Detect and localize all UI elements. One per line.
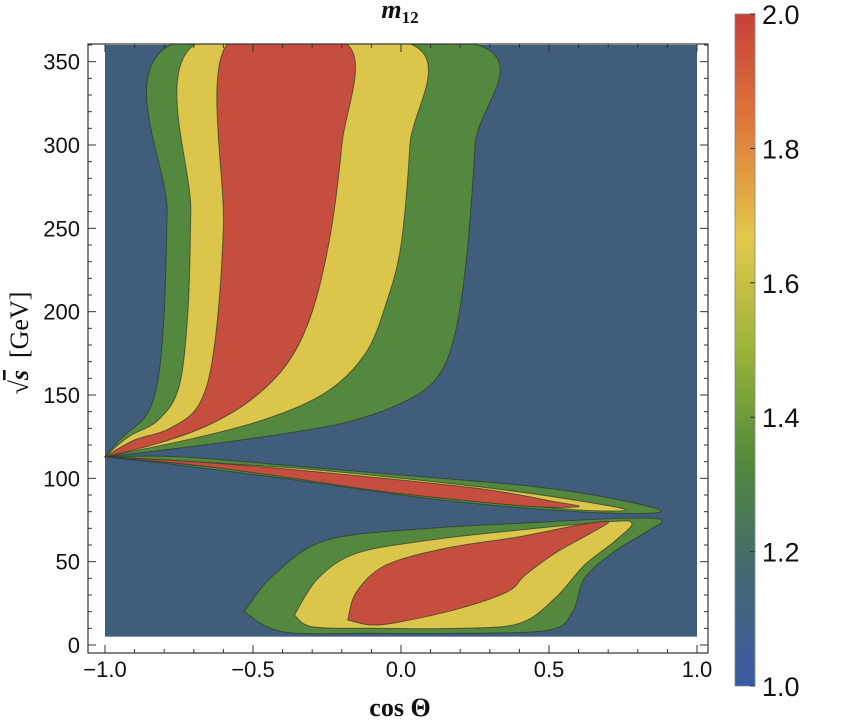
y-axis-ticks: 0 50 100 150 200 250 300 350 xyxy=(43,50,80,658)
lower-lobe-level-1-8 xyxy=(347,520,609,626)
title-subscript: 12 xyxy=(402,8,419,27)
colorbar-tick-label: 1.8 xyxy=(762,134,800,164)
y-tick-label: 0 xyxy=(68,633,80,658)
colorbar-tick-label: 1.6 xyxy=(762,269,800,299)
middle-lobe-level-1-8 xyxy=(104,456,580,508)
x-axis-ticks: −1.0 −0.5 0.0 0.5 1.0 xyxy=(83,657,712,682)
x-tick-label: 0.5 xyxy=(534,657,565,682)
y-axis-label: √s [GeV] xyxy=(5,292,34,395)
upper-lobe-level-1-8 xyxy=(104,44,356,458)
contour-regions xyxy=(103,44,663,635)
colorbar-tick-label: 2.0 xyxy=(762,0,800,30)
y-label-root: s xyxy=(5,370,34,381)
plot-area xyxy=(87,43,709,654)
y-tick-label: 350 xyxy=(43,50,80,75)
y-tick-label: 50 xyxy=(56,550,80,575)
colorbar-tick-label: 1.4 xyxy=(762,403,800,433)
title-base: m xyxy=(381,0,401,24)
middle-lobe xyxy=(104,455,662,515)
x-tick-label: −1.0 xyxy=(83,657,126,682)
colorbar-tick-label: 1.2 xyxy=(762,538,800,568)
chart-title: m12 xyxy=(381,0,418,27)
x-tick-label: 1.0 xyxy=(682,657,713,682)
y-label-root-sign: √ xyxy=(5,379,34,394)
y-label-unit: [GeV] xyxy=(5,292,34,358)
plot-frame xyxy=(87,43,709,654)
x-axis-label: cos Θ xyxy=(369,693,430,722)
y-tick-label: 250 xyxy=(43,216,80,241)
colorbar-tick-label: 1.0 xyxy=(762,672,800,702)
y-tick-label: 200 xyxy=(43,300,80,325)
y-tick-label: 150 xyxy=(43,383,80,408)
x-tick-label: −0.5 xyxy=(231,657,274,682)
upper-lobe xyxy=(103,44,501,458)
frame-ticks xyxy=(88,44,708,653)
colorbar-gradient xyxy=(734,13,756,687)
x-tick-label: 0.0 xyxy=(386,657,417,682)
colorbar: 1.0 1.2 1.4 1.6 1.8 2.0 xyxy=(734,0,800,702)
y-tick-label: 300 xyxy=(43,133,80,158)
svg-text:√s[GeV]: √s [GeV] xyxy=(5,292,34,395)
lower-lobe xyxy=(243,517,663,635)
y-tick-label: 100 xyxy=(43,466,80,491)
